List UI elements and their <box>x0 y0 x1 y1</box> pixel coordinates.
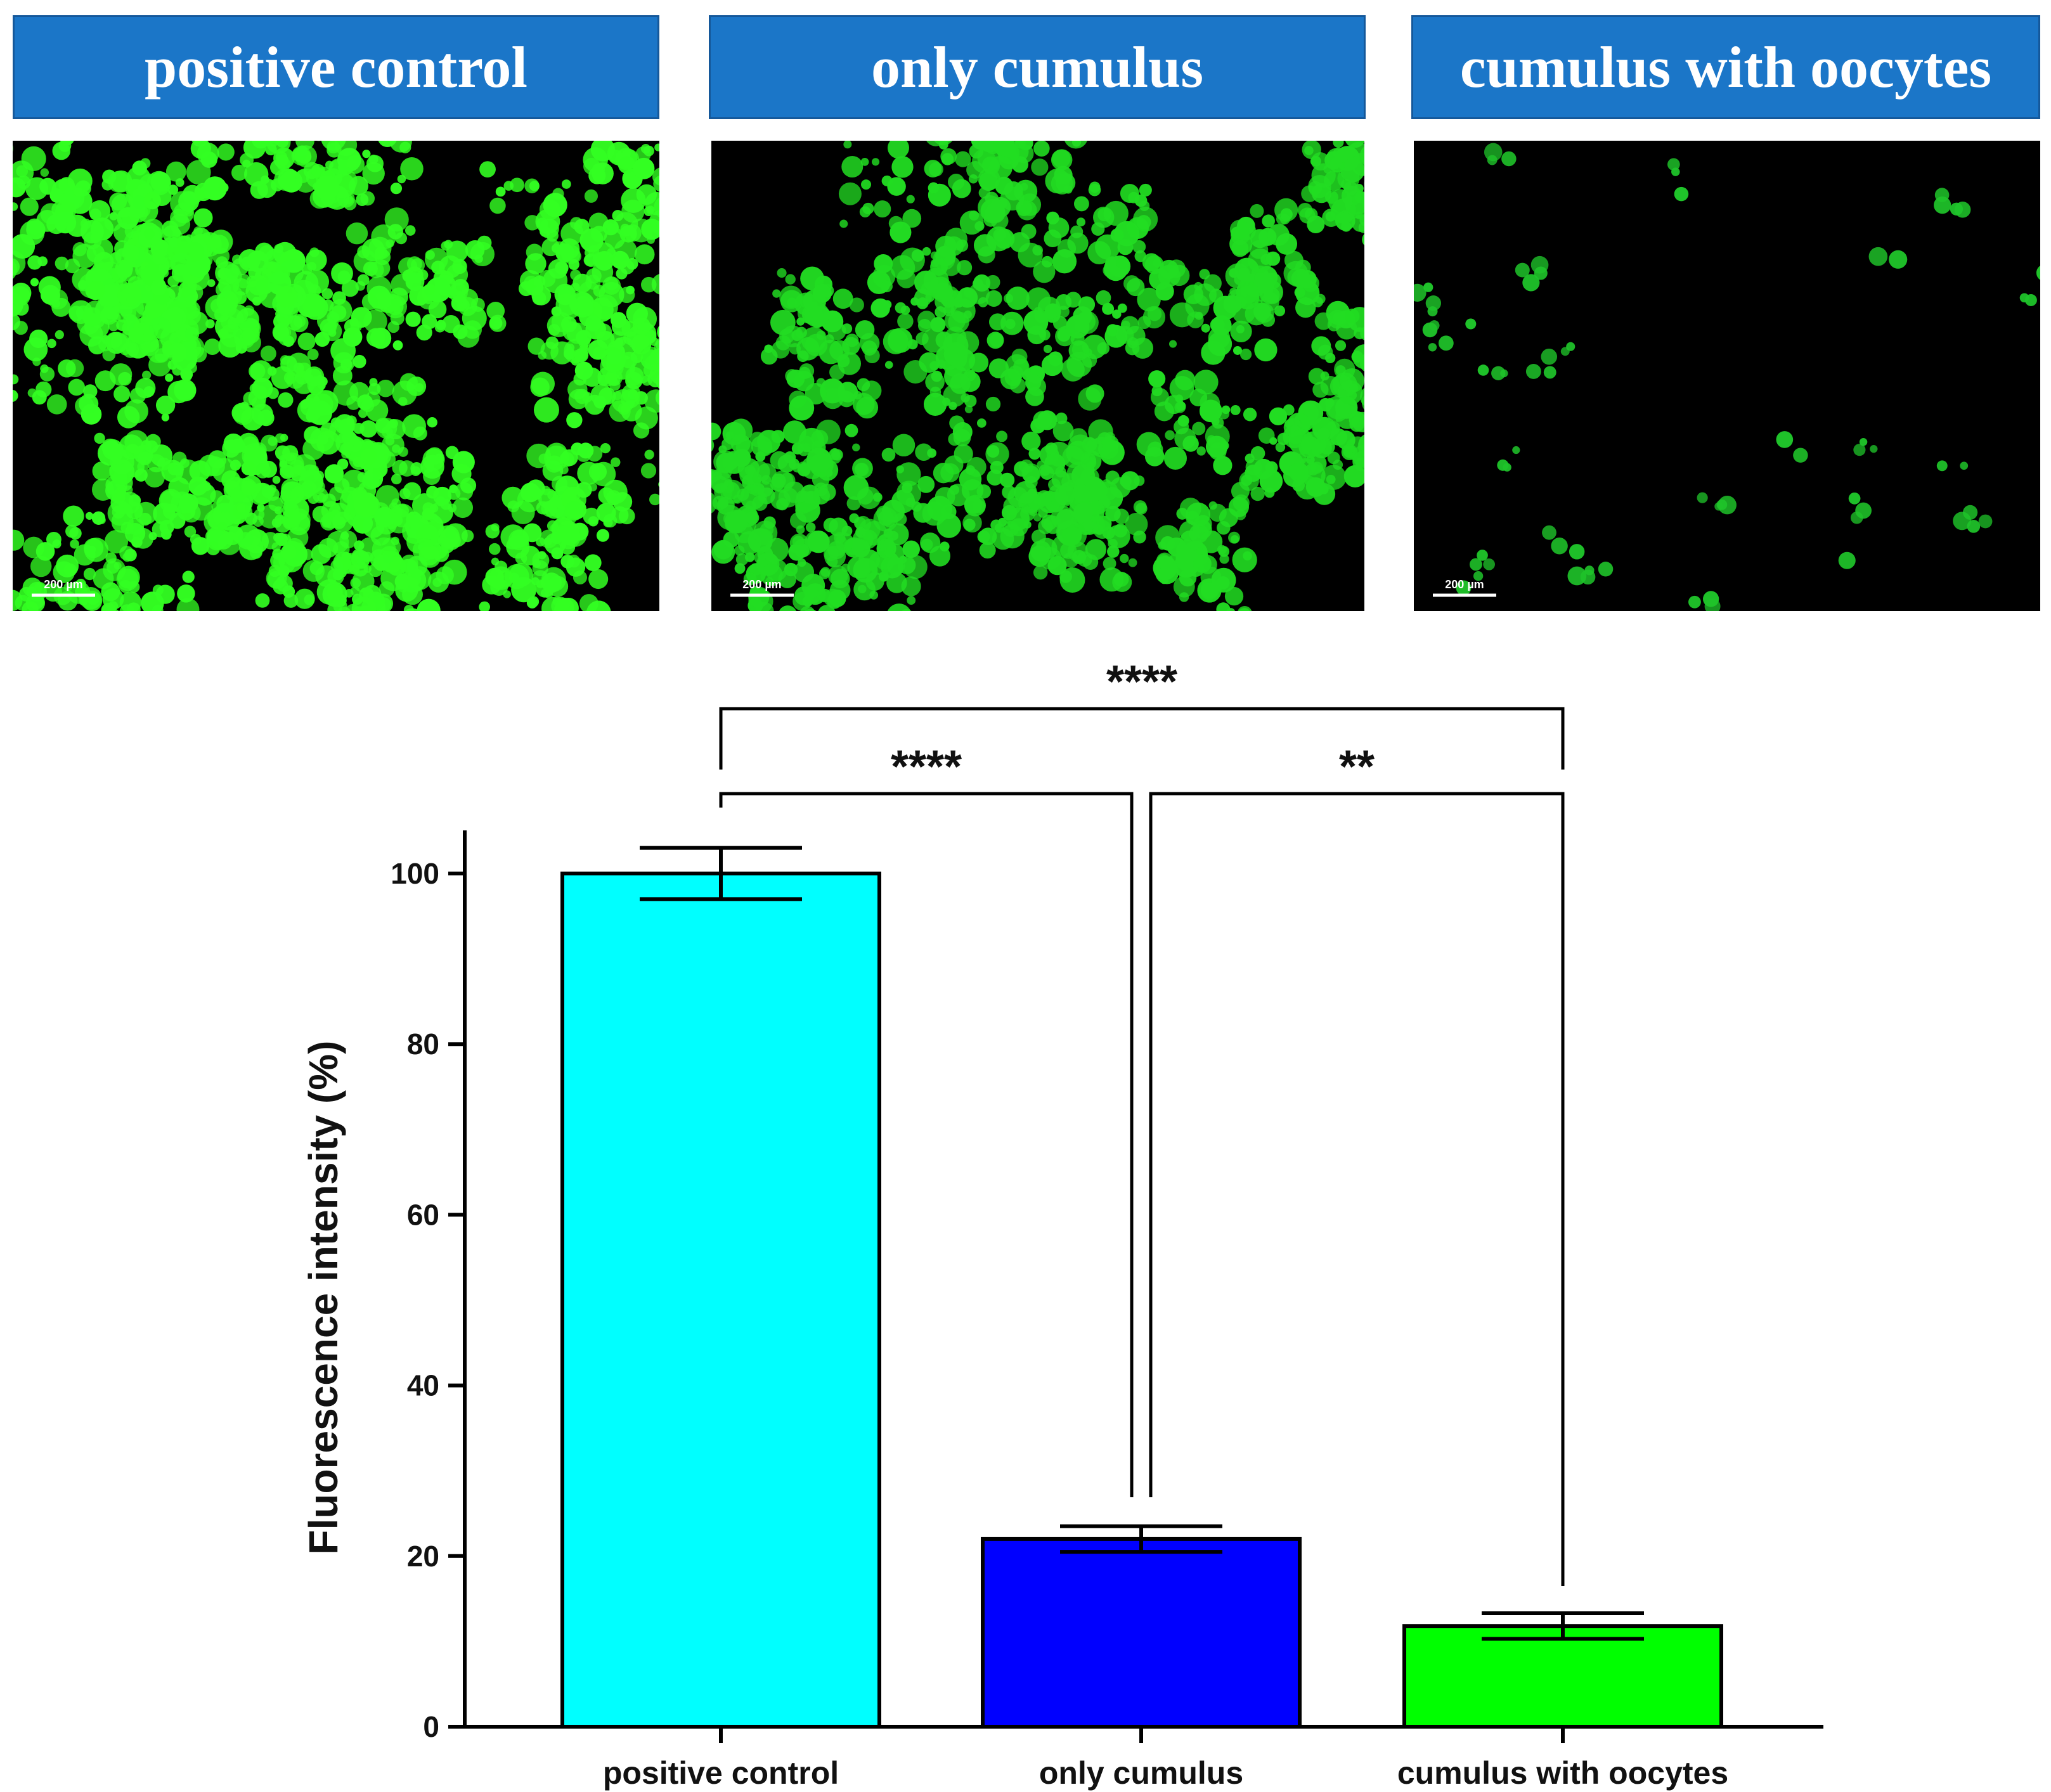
cell-clusters <box>13 141 659 611</box>
bar-1 <box>981 1537 1302 1729</box>
scale-bar: 200 µm <box>32 578 95 597</box>
x-tick-label: only cumulus <box>1039 1755 1243 1791</box>
x-tick-label: cumulus with oocytes <box>1397 1755 1728 1791</box>
panel-title-only-cumulus: only cumulus <box>709 15 1366 119</box>
svg-text:200 µm: 200 µm <box>44 578 82 591</box>
bar-0 <box>560 872 881 1729</box>
svg-text:200 µm: 200 µm <box>742 578 781 591</box>
bar-2 <box>1402 1624 1723 1729</box>
panel-title-positive-control: positive control <box>13 15 659 119</box>
y-tick-label: 40 <box>407 1369 439 1402</box>
panel-title-cumulus-with-oocytes: cumulus with oocytes <box>1411 15 2040 119</box>
cell-clusters <box>1414 143 2040 611</box>
error-bar-0 <box>640 846 802 901</box>
significance-label: **** <box>891 742 962 792</box>
significance-bracket-2: ** <box>1149 742 1565 1586</box>
y-axis-title: Fluorescence intensity (%) <box>301 1041 346 1555</box>
y-tick-label: 20 <box>407 1540 439 1573</box>
error-bar-2 <box>1482 1611 1644 1641</box>
y-tick-label: 100 <box>391 857 439 890</box>
y-tick-label: 0 <box>423 1710 439 1743</box>
significance-label: ** <box>1339 742 1375 792</box>
y-tick-label: 60 <box>407 1198 439 1231</box>
significance-bracket-1: **** <box>719 742 1134 1497</box>
error-bar-1 <box>1060 1524 1222 1554</box>
svg-text:200 µm: 200 µm <box>1445 578 1484 591</box>
micrograph-only-cumulus: 200 µm <box>711 141 1364 611</box>
significance-label: **** <box>1106 657 1177 707</box>
scale-bar: 200 µm <box>730 578 794 597</box>
significance-bracket-0: **** <box>719 657 1565 770</box>
cell-clusters <box>711 141 1364 611</box>
micrograph-cumulus-with-oocytes: 200 µm <box>1414 141 2040 611</box>
x-tick-label: positive control <box>603 1755 839 1791</box>
micrograph-positive-control: 200 µm <box>13 141 659 611</box>
y-tick-label: 80 <box>407 1028 439 1060</box>
scale-bar: 200 µm <box>1433 578 1496 597</box>
